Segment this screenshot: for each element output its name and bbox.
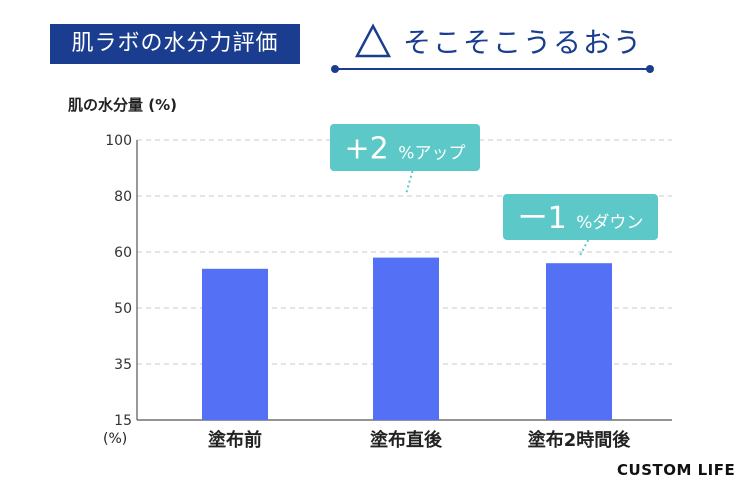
rating-text: そこそこうるおう — [403, 26, 644, 59]
annotation-leader — [405, 170, 414, 195]
y-tick-label: 50 — [114, 301, 132, 317]
bar — [202, 268, 268, 420]
bar — [373, 257, 439, 420]
rating: そこそこうるおう — [355, 18, 643, 64]
chart-category-badge: 肌ラボの水分力評価 — [50, 24, 300, 64]
y-tick-label: 60 — [114, 245, 132, 261]
rating-underline-dot-right — [646, 65, 654, 73]
annotation-box — [330, 124, 480, 171]
y-axis-title: 肌の水分量 (%) — [68, 96, 177, 114]
y-tick-label: 100 — [105, 133, 132, 149]
triangle-outline-icon — [355, 23, 391, 58]
x-tick-label: 塗布直後 — [370, 429, 443, 451]
x-axis-unit-label: (%) — [103, 431, 128, 447]
rating-underline — [335, 68, 650, 70]
bar — [546, 263, 612, 420]
rating-underline-dot-left — [331, 65, 339, 73]
x-tick-label: 塗布前 — [208, 429, 262, 451]
x-tick-label: 塗布2時間後 — [528, 429, 632, 451]
annotation-leader — [578, 239, 590, 258]
annotation-label: +2 %アップ — [345, 132, 466, 167]
y-tick-label: 15 — [114, 413, 132, 429]
y-tick-label: 80 — [114, 189, 132, 205]
y-tick-label: 35 — [114, 357, 132, 373]
annotation-box — [503, 194, 658, 240]
brand-logo: CUSTOM LIFE — [617, 461, 736, 479]
annotation-label: ー1 %ダウン — [518, 201, 644, 236]
